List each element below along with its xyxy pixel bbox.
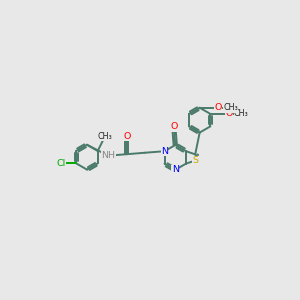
Text: O: O [214, 103, 222, 112]
Text: N: N [161, 147, 168, 156]
Text: NH: NH [101, 151, 115, 160]
Text: O: O [123, 132, 130, 141]
Text: CH₃: CH₃ [223, 103, 238, 112]
Text: N: N [172, 165, 179, 174]
Text: O: O [170, 122, 178, 131]
Text: CH₃: CH₃ [234, 110, 249, 118]
Text: CH₃: CH₃ [98, 132, 112, 141]
Text: O: O [225, 110, 233, 118]
Text: S: S [192, 156, 198, 165]
Text: Cl: Cl [57, 159, 66, 168]
